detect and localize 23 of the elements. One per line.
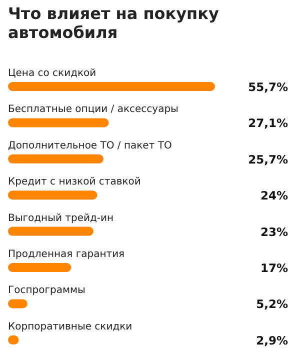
data-label: 17%: [260, 261, 288, 275]
data-label: 5,2%: [256, 297, 288, 312]
y-tick-label: Корпоративные скидки: [8, 321, 132, 332]
bar: [8, 118, 109, 128]
data-label: 23%: [260, 224, 288, 239]
y-tick-label: Продленная гарантия: [8, 249, 125, 260]
data-label: 55,7%: [248, 80, 288, 94]
bar: [8, 82, 215, 91]
y-tick-label: Выгодный трейд-ин: [8, 212, 114, 224]
data-label: 25,7%: [248, 152, 288, 166]
bar: [8, 263, 72, 272]
y-tick-label: Цена со скидкой: [8, 68, 96, 79]
y-tick-label: Кредит с низкой ставкой: [8, 176, 141, 188]
data-label: 24%: [260, 188, 288, 203]
data-label: 27,1%: [248, 116, 288, 130]
y-tick-label: Бесплатные опции / аксессуары: [8, 104, 179, 116]
y-tick-label: Госпрограммы: [8, 285, 86, 296]
bar: [8, 154, 104, 164]
chart-title: Что влияет на покупку автомобиля: [8, 4, 220, 42]
bar: [8, 226, 94, 236]
bar: [8, 190, 98, 200]
data-label: 2,9%: [256, 333, 288, 348]
y-tick-label: Дополнительное ТО / пакет ТО: [8, 140, 172, 152]
